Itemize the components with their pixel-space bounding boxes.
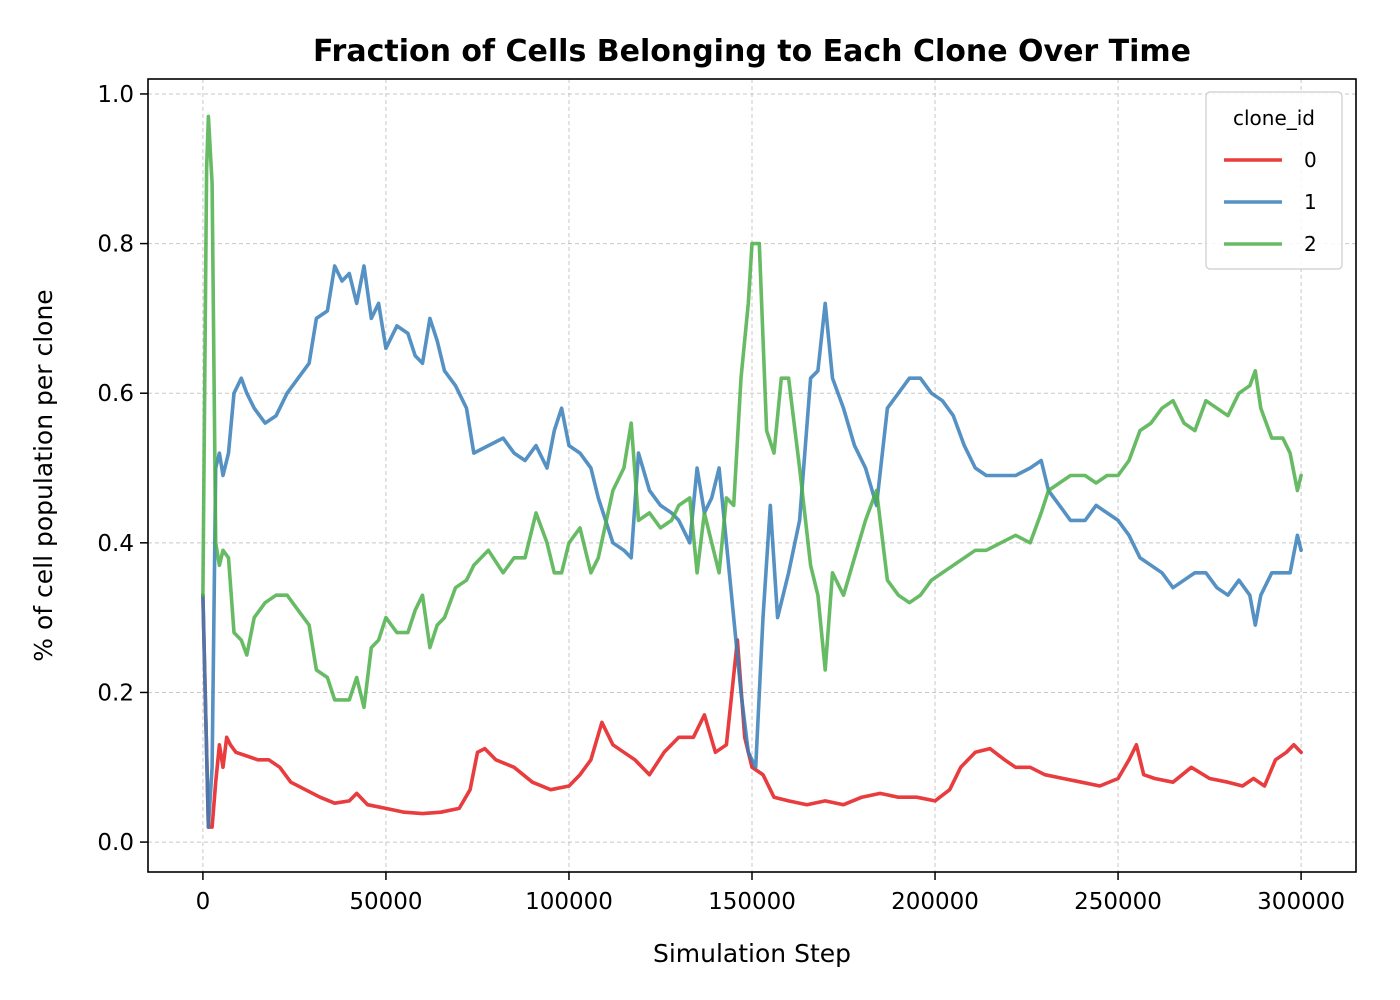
series-line-clone-2 [201, 114, 1303, 710]
grid [148, 79, 1356, 872]
x-tick-label: 250000 [1074, 889, 1162, 915]
legend-title: clone_id [1233, 106, 1315, 130]
y-axis-label: % of cell population per clone [29, 289, 58, 661]
x-tick-label: 100000 [525, 889, 613, 915]
x-tick-label: 300000 [1257, 889, 1345, 915]
y-tick-label: 0.4 [97, 531, 134, 557]
y-tick-label: 0.8 [97, 232, 134, 258]
legend-label-clone-0: 0 [1304, 148, 1317, 172]
axis-ticks: 0 50000 100000 150000 200000 250000 300000 0.0 0… [97, 82, 1345, 915]
y-tick-label: 0.2 [97, 680, 134, 706]
series-line-clone-0 [201, 593, 1303, 829]
legend-label-clone-1: 1 [1304, 190, 1317, 214]
y-tick-label: 0.0 [97, 830, 134, 856]
y-tick-label: 1.0 [97, 82, 134, 108]
legend-box [1205, 91, 1343, 270]
x-tick-label: 50000 [349, 889, 422, 915]
x-axis-label: Simulation Step [653, 939, 851, 968]
series-lines [201, 114, 1303, 829]
x-tick-label: 200000 [891, 889, 979, 915]
y-tick-label: 0.6 [97, 381, 134, 407]
x-tick-label: 0 [196, 889, 211, 915]
legend-label-clone-2: 2 [1304, 232, 1317, 256]
legend: clone_id 0 1 2 [1205, 91, 1343, 270]
chart-title: Fraction of Cells Belonging to Each Clon… [313, 34, 1191, 69]
series-line-clone-1 [201, 264, 1303, 829]
x-tick-label: 150000 [708, 889, 796, 915]
legend-items: 0 1 2 [1224, 148, 1317, 256]
